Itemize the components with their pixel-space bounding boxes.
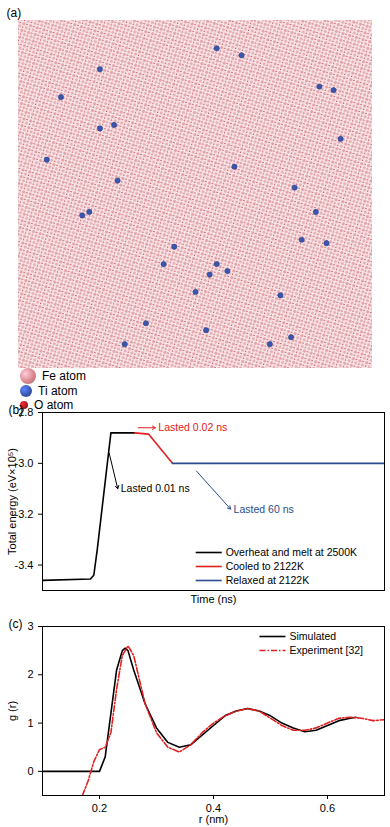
html-text:Fe atom: Fe atom bbox=[42, 369, 86, 383]
html-text:O atom: O atom bbox=[34, 398, 74, 412]
svg-text:2: 2 bbox=[27, 668, 33, 680]
svg-text:g (r): g (r) bbox=[6, 701, 18, 721]
svg-text:-3.4: -3.4 bbox=[15, 559, 34, 571]
svg-text:-2.8: -2.8 bbox=[14, 406, 34, 418]
svg-text:Lasted 0.02 ns: Lasted 0.02 ns bbox=[158, 421, 227, 433]
svg-text:Relaxed at 2122K: Relaxed at 2122K bbox=[226, 574, 309, 586]
svg-text:(c): (c) bbox=[9, 617, 23, 631]
svg-text:-3.2: -3.2 bbox=[14, 507, 34, 520]
svg-text:0.4: 0.4 bbox=[205, 802, 222, 815]
svg-text:-3.0: -3.0 bbox=[14, 456, 34, 469]
svg-text:Simulated: Simulated bbox=[290, 630, 337, 642]
svg-text:Lasted 0.01 ns: Lasted 0.01 ns bbox=[121, 482, 190, 494]
svg-text:(b): (b) bbox=[9, 403, 24, 417]
svg-text:0.2: 0.2 bbox=[92, 802, 107, 814]
svg-text:3: 3 bbox=[27, 620, 33, 632]
svg-text:Overheat and melt at 2500K: Overheat and melt at 2500K bbox=[226, 546, 357, 558]
svg-text:(a): (a) bbox=[7, 6, 22, 20]
svg-text:0: 0 bbox=[27, 765, 33, 777]
svg-text:0.6: 0.6 bbox=[320, 802, 335, 814]
svg-text:Time (ns): Time (ns) bbox=[190, 593, 236, 605]
svg-text:Cooled to 2122K: Cooled to 2122K bbox=[226, 560, 304, 572]
svg-text:Experiment [32]: Experiment [32] bbox=[290, 644, 364, 656]
svg-text:1: 1 bbox=[27, 717, 33, 729]
svg-text:Total energy (eV×10⁵): Total energy (eV×10⁵) bbox=[6, 448, 18, 555]
svg-text:Lasted 60 ns: Lasted 60 ns bbox=[234, 502, 294, 514]
html-text:Ti atom: Ti atom bbox=[38, 384, 78, 398]
svg-text:r (nm): r (nm) bbox=[199, 813, 228, 825]
